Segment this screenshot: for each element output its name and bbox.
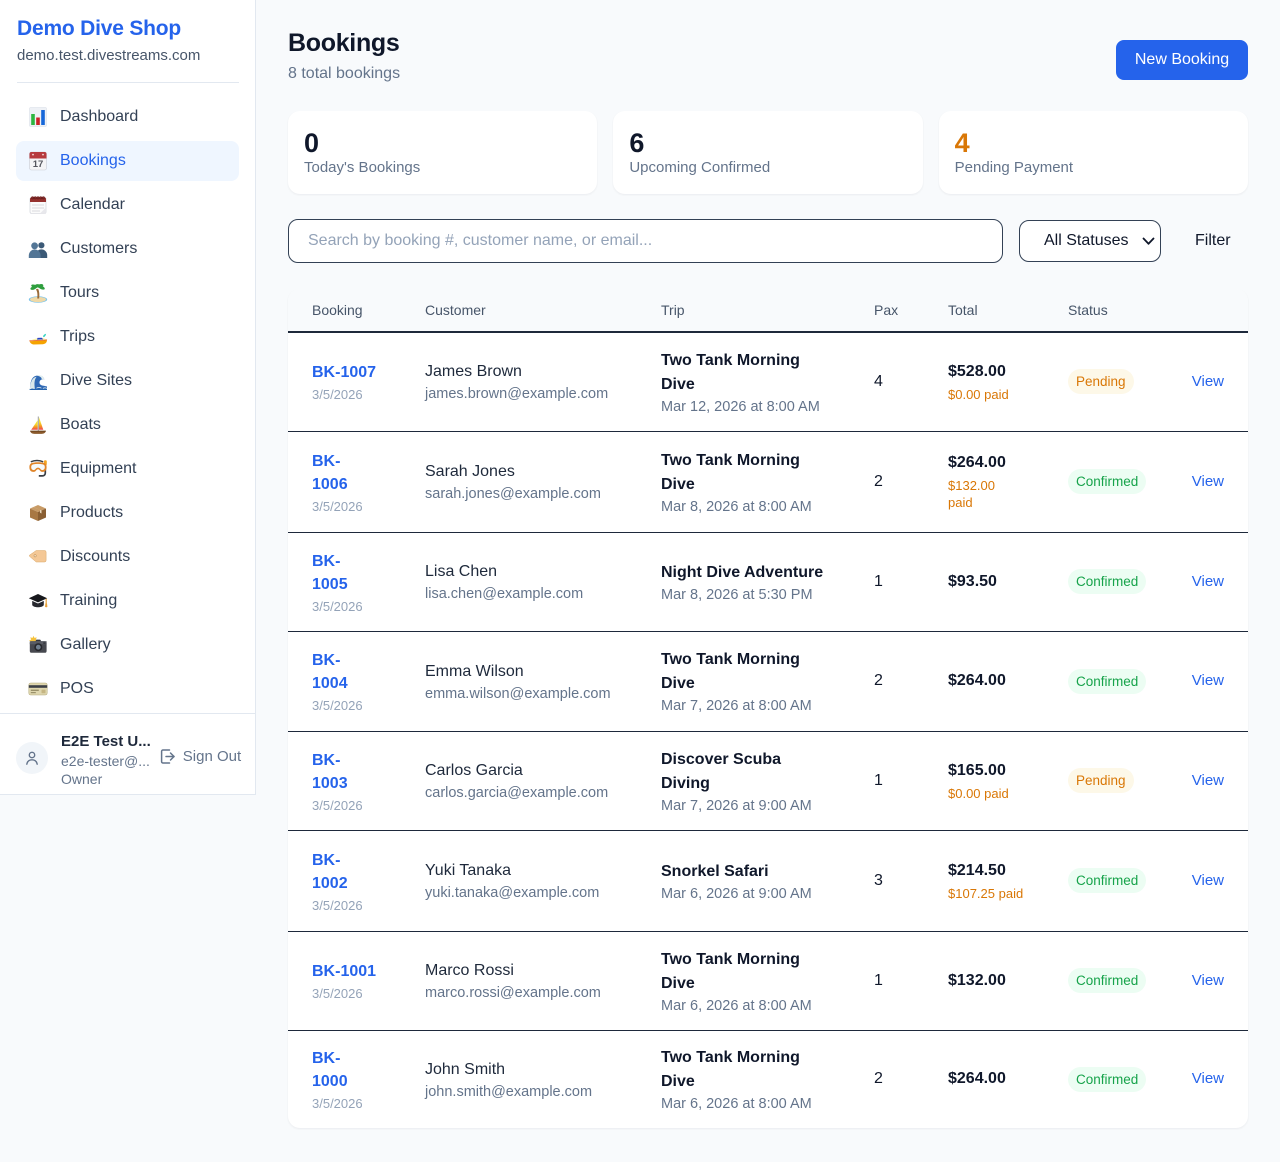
svg-text:17: 17 — [33, 159, 44, 170]
